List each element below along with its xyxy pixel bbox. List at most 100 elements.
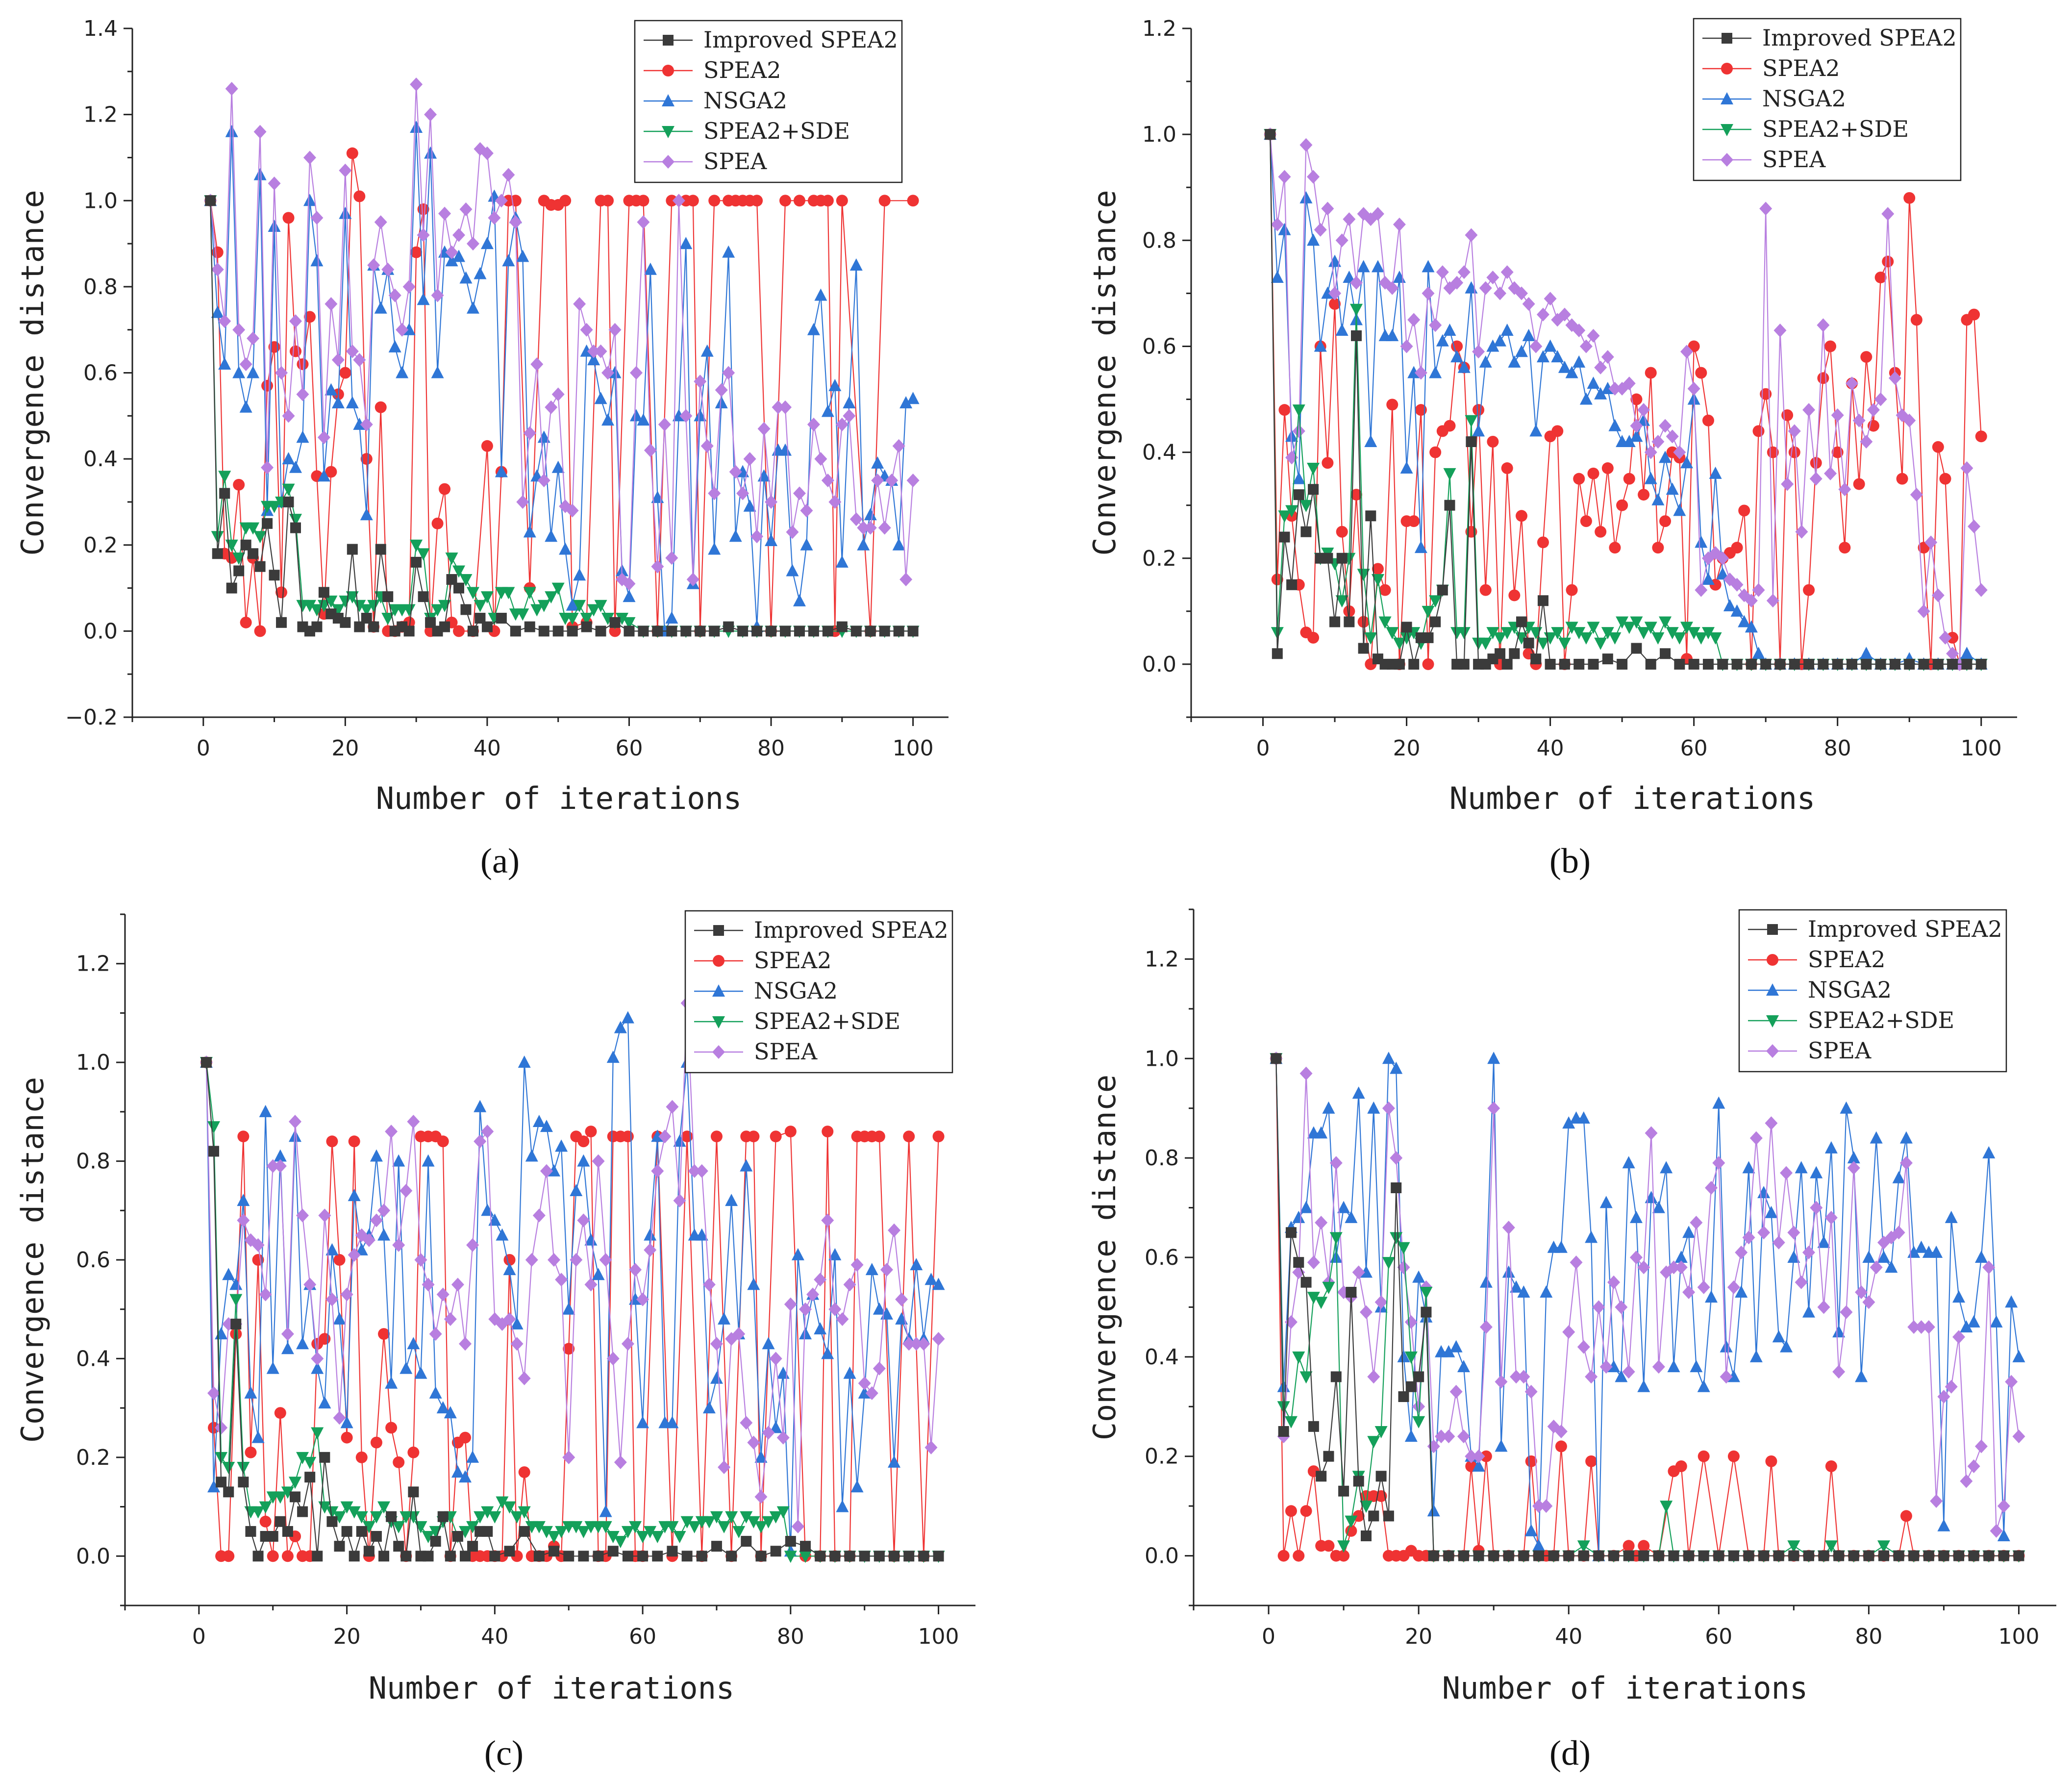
data-point bbox=[545, 591, 558, 604]
data-point bbox=[370, 1213, 383, 1228]
data-point bbox=[1500, 324, 1514, 336]
data-point bbox=[1953, 1550, 1965, 1561]
data-point bbox=[424, 107, 437, 122]
data-point bbox=[1623, 1550, 1634, 1561]
data-point bbox=[238, 1477, 249, 1488]
data-point bbox=[269, 570, 280, 581]
data-point bbox=[436, 1401, 449, 1414]
data-point bbox=[1423, 632, 1434, 643]
data-point bbox=[422, 1278, 435, 1292]
series-line bbox=[205, 1017, 939, 1552]
data-point bbox=[666, 1100, 679, 1114]
data-point bbox=[621, 1337, 634, 1351]
data-point bbox=[1307, 170, 1320, 184]
data-point bbox=[1601, 350, 1614, 364]
data-point bbox=[459, 574, 473, 586]
data-point bbox=[1803, 1550, 1814, 1561]
data-point bbox=[602, 195, 614, 207]
data-point bbox=[1537, 536, 1549, 549]
data-point bbox=[1967, 1459, 1980, 1473]
data-point bbox=[1802, 1245, 1815, 1259]
data-point bbox=[1712, 1156, 1725, 1170]
data-point bbox=[578, 1551, 589, 1562]
data-point bbox=[577, 1154, 590, 1167]
data-point bbox=[1983, 1550, 1995, 1561]
data-point bbox=[864, 521, 877, 535]
data-point bbox=[1421, 1306, 1432, 1318]
data-point bbox=[1299, 1201, 1313, 1213]
data-point bbox=[1429, 366, 1442, 378]
data-point bbox=[865, 1263, 878, 1276]
data-point bbox=[1910, 314, 1922, 326]
data-point bbox=[1480, 1450, 1492, 1462]
legend-label: SPEA bbox=[754, 1038, 818, 1065]
data-point bbox=[695, 1228, 708, 1241]
data-point bbox=[1757, 1226, 1771, 1240]
data-point bbox=[1660, 1161, 1673, 1174]
data-point bbox=[696, 1551, 707, 1562]
legend-marker bbox=[662, 65, 674, 76]
data-point bbox=[340, 617, 351, 628]
data-point bbox=[843, 1278, 856, 1292]
data-point bbox=[417, 548, 430, 561]
data-point bbox=[1383, 1510, 1394, 1522]
data-point bbox=[1695, 367, 1707, 379]
data-point bbox=[702, 1278, 716, 1292]
data-point bbox=[1888, 371, 1901, 385]
data-point bbox=[496, 613, 507, 624]
data-point bbox=[644, 443, 657, 457]
legend-marker bbox=[713, 955, 724, 967]
legend: Improved SPEA2 SPEA2 NSGA2 SPEA2+SDE SPEA bbox=[634, 20, 903, 183]
data-point bbox=[566, 503, 579, 518]
data-point bbox=[381, 613, 395, 626]
data-point bbox=[1601, 627, 1614, 640]
data-point bbox=[1659, 451, 1672, 463]
data-point bbox=[1346, 1287, 1357, 1298]
data-point bbox=[326, 1135, 338, 1148]
data-point bbox=[532, 1521, 546, 1533]
data-point bbox=[1436, 334, 1449, 347]
data-point bbox=[665, 611, 678, 624]
data-point bbox=[431, 366, 444, 378]
data-point bbox=[1930, 1494, 1943, 1508]
data-point bbox=[1337, 1201, 1350, 1213]
data-point bbox=[1292, 424, 1305, 438]
data-point bbox=[1532, 1539, 1545, 1552]
data-point bbox=[348, 1248, 361, 1262]
data-point bbox=[290, 1491, 300, 1503]
data-point bbox=[770, 1546, 781, 1557]
data-point bbox=[1375, 1471, 1387, 1482]
data-point bbox=[259, 1515, 272, 1528]
data-point bbox=[751, 626, 763, 637]
data-point bbox=[1853, 478, 1865, 490]
data-point bbox=[392, 1238, 405, 1252]
data-point bbox=[510, 1317, 524, 1329]
legend-label: SPEA bbox=[1808, 1037, 1872, 1064]
data-point bbox=[1307, 233, 1320, 246]
data-point bbox=[445, 254, 458, 267]
data-point bbox=[1579, 632, 1593, 645]
data-point bbox=[1443, 468, 1456, 480]
data-point bbox=[779, 400, 792, 414]
data-point bbox=[1667, 1260, 1680, 1275]
data-point bbox=[1465, 281, 1478, 294]
data-point bbox=[333, 1254, 346, 1266]
data-point bbox=[1818, 658, 1829, 670]
data-point bbox=[1367, 1370, 1380, 1384]
data-point bbox=[577, 1135, 590, 1148]
data-point bbox=[1817, 1235, 1830, 1248]
data-point bbox=[216, 1477, 227, 1488]
data-point bbox=[1393, 637, 1406, 650]
data-point bbox=[532, 1208, 546, 1223]
data-point bbox=[1430, 616, 1441, 627]
data-point bbox=[1314, 339, 1327, 352]
data-point bbox=[732, 1327, 746, 1341]
y-axis-title: Convergence distance bbox=[15, 190, 50, 556]
data-point bbox=[857, 538, 870, 551]
data-point bbox=[1765, 1116, 1778, 1130]
legend-marker bbox=[713, 925, 724, 936]
data-point bbox=[873, 1130, 885, 1143]
data-point bbox=[695, 1164, 708, 1178]
data-point bbox=[917, 1337, 930, 1351]
data-point bbox=[1400, 632, 1413, 645]
